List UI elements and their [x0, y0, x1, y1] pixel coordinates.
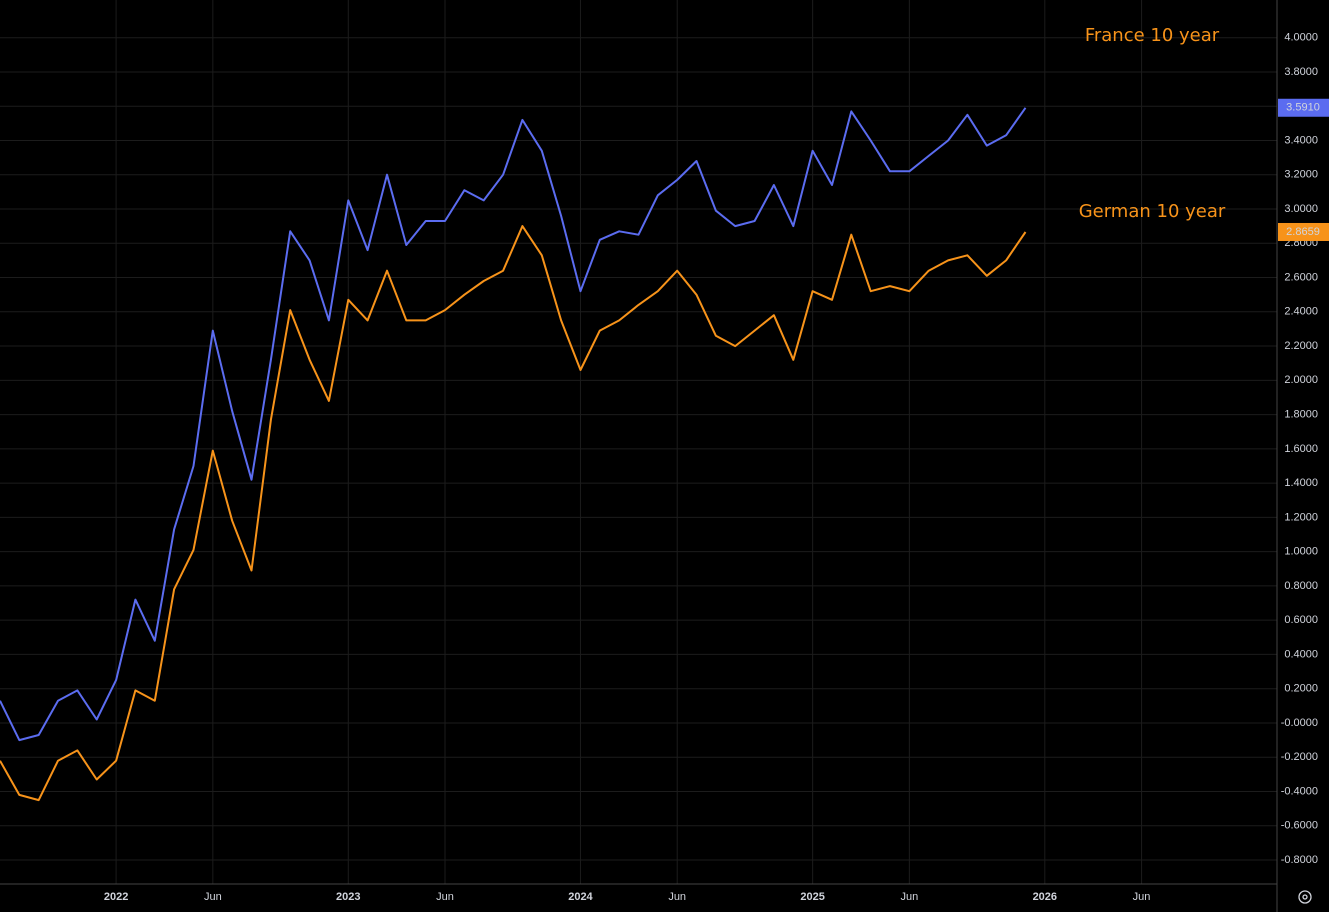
axes: 4.00003.80003.60003.40003.20003.00002.80… [104, 32, 1329, 903]
settings-button[interactable] [1298, 890, 1312, 904]
y-tick-label: 2.2000 [1284, 340, 1318, 352]
y-tick-label: 0.4000 [1284, 648, 1318, 660]
y-tick-label: -0.6000 [1281, 820, 1318, 832]
y-tick-label: -0.2000 [1281, 751, 1318, 763]
x-tick-label: 2026 [1033, 891, 1057, 903]
last-value-badge [1278, 98, 1329, 117]
x-tick-label: 2022 [104, 891, 128, 903]
last-value-label: 2.8659 [1286, 226, 1320, 238]
y-tick-label: 1.8000 [1284, 408, 1318, 420]
x-tick-label: Jun [668, 891, 686, 903]
y-tick-label: 3.8000 [1284, 66, 1318, 78]
y-tick-label: 0.2000 [1284, 683, 1318, 695]
y-tick-label: 2.0000 [1284, 374, 1318, 386]
series-line [0, 107, 1027, 742]
y-tick-label: 2.6000 [1284, 271, 1318, 283]
x-tick-label: Jun [901, 891, 919, 903]
x-tick-label: 2023 [336, 891, 360, 903]
y-tick-label: 3.0000 [1284, 203, 1318, 215]
gear-icon [1298, 890, 1312, 904]
y-tick-label: 0.8000 [1284, 580, 1318, 592]
x-tick-label: Jun [204, 891, 222, 903]
y-tick-label: -0.8000 [1281, 854, 1318, 866]
last-value-label: 3.5910 [1286, 102, 1320, 114]
plot-area: France 10 year German 10 year [0, 25, 1226, 802]
y-tick-label: 3.4000 [1284, 134, 1318, 146]
y-tick-label: 0.6000 [1284, 614, 1318, 626]
series-line [0, 225, 1027, 802]
y-tick-label: -0.0000 [1281, 717, 1318, 729]
gear-center [1302, 894, 1308, 900]
x-tick-label: 2025 [800, 891, 824, 903]
y-tick-label: 3.2000 [1284, 169, 1318, 181]
y-tick-label: 1.0000 [1284, 546, 1318, 558]
series-name: France 10 year [1085, 25, 1220, 46]
price-axis-panel [1277, 0, 1329, 912]
x-tick-label: 2024 [568, 891, 593, 903]
y-tick-label: 1.6000 [1284, 443, 1318, 455]
last-value-badge [1278, 222, 1329, 241]
series-name: German 10 year [1079, 201, 1226, 222]
x-tick-label: Jun [436, 891, 454, 903]
y-tick-label: 1.4000 [1284, 477, 1318, 489]
y-tick-label: -0.4000 [1281, 785, 1318, 797]
y-tick-label: 4.0000 [1284, 32, 1318, 44]
y-tick-label: 2.4000 [1284, 306, 1318, 318]
y-tick-label: 1.2000 [1284, 511, 1318, 523]
grid [0, 0, 1278, 884]
x-tick-label: Jun [1133, 891, 1151, 903]
